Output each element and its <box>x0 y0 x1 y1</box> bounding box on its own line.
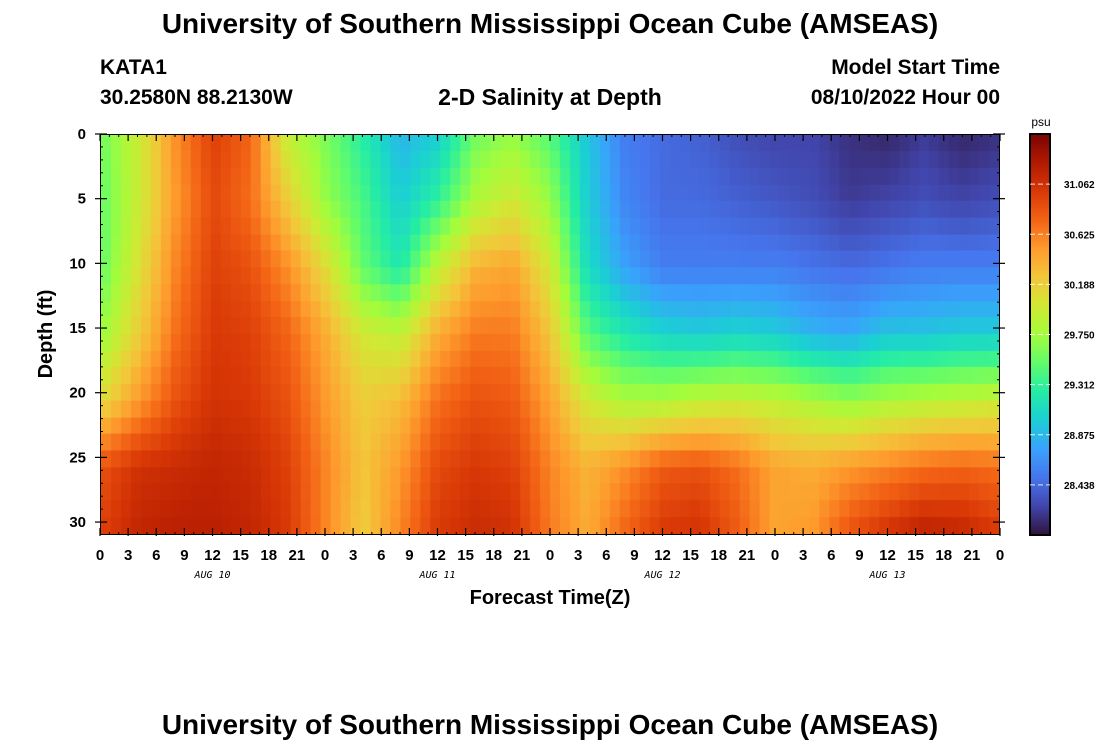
x-tick-label: 3 <box>349 547 357 564</box>
colorbar-tick-label: 28.438 <box>1064 481 1095 492</box>
x-tick-label: 15 <box>232 547 249 564</box>
footer-title: University of Southern Mississippi Ocean… <box>161 709 939 740</box>
colorbar: 31.062 30.625 30.188 29.750 29.312 28.875 28.4… <box>1029 133 1095 536</box>
x-tick-label: 9 <box>630 547 638 564</box>
colorbar-tick-label: 29.750 <box>1064 331 1095 342</box>
x-tick-label: 18 <box>260 547 277 564</box>
colorbar-tick-label: 29.312 <box>1064 381 1095 392</box>
x-tick-label: 18 <box>710 547 727 564</box>
model-start-label: Model Start Time <box>831 56 1000 79</box>
x-tick-label: 15 <box>907 547 924 564</box>
x-tick-label: 0 <box>546 547 554 564</box>
x-tick-label: 0 <box>771 547 779 564</box>
day-label: AUG 10 <box>193 570 230 581</box>
y-tick-label: 15 <box>69 320 86 337</box>
colorbar-tick-label: 30.188 <box>1064 280 1095 291</box>
colorbar-tick-label: 31.062 <box>1064 180 1095 191</box>
y-tick-label: 25 <box>69 449 86 466</box>
x-tick-label: 18 <box>935 547 952 564</box>
x-tick-label: 0 <box>996 547 1004 564</box>
x-tick-label: 0 <box>321 547 329 564</box>
x-tick-label: 9 <box>855 547 863 564</box>
x-tick-label: 9 <box>405 547 413 564</box>
y-axis-label: Depth (ft) <box>35 290 57 379</box>
x-tick-label: 21 <box>964 547 981 564</box>
chart-subtitle: 2-D Salinity at Depth <box>438 84 662 110</box>
x-tick-label: 12 <box>654 547 671 564</box>
colorbar-tick-label: 28.875 <box>1064 431 1095 442</box>
x-tick-label: 21 <box>739 547 756 564</box>
x-axis: 0 3 6 9 12 15 18 21 0 3 6 9 12 15 18 21 0 3 6 9 12 15 18 21 0 3 6 9… <box>96 134 1004 581</box>
x-tick-label: 12 <box>204 547 221 564</box>
x-tick-label: 3 <box>574 547 582 564</box>
day-label: AUG 11 <box>418 570 455 581</box>
station-id: KATA1 <box>100 56 167 79</box>
x-tick-label: 0 <box>96 547 104 564</box>
y-tick-label: 5 <box>78 191 86 208</box>
x-tick-label: 12 <box>879 547 896 564</box>
x-tick-label: 21 <box>289 547 306 564</box>
x-tick-label: 3 <box>799 547 807 564</box>
model-start-value: 08/10/2022 Hour 00 <box>810 86 1000 109</box>
x-tick-label: 15 <box>457 547 474 564</box>
y-tick-label: 20 <box>69 385 86 402</box>
day-label: AUG 12 <box>643 570 680 581</box>
y-tick-label: 0 <box>78 126 86 143</box>
x-tick-label: 6 <box>602 547 610 564</box>
x-tick-label: 15 <box>682 547 699 564</box>
y-axis: 0 5 10 15 20 25 30 <box>69 126 1005 531</box>
x-tick-label: 18 <box>485 547 502 564</box>
day-label: AUG 13 <box>868 570 905 581</box>
colorbar-unit-label: psu <box>1031 115 1050 129</box>
x-axis-label: Forecast Time(Z) <box>470 587 631 609</box>
station-coords: 30.2580N 88.2130W <box>100 86 293 109</box>
page-title: University of Southern Mississippi Ocean… <box>161 8 939 39</box>
salinity-heatmap-plot <box>100 134 1000 535</box>
x-tick-label: 6 <box>152 547 160 564</box>
x-tick-label: 6 <box>827 547 835 564</box>
x-tick-label: 3 <box>124 547 132 564</box>
colorbar-tick-label: 30.625 <box>1064 230 1095 241</box>
y-tick-label: 30 <box>69 514 86 531</box>
x-tick-label: 12 <box>429 547 446 564</box>
x-tick-label: 6 <box>377 547 385 564</box>
salinity-heatmap <box>101 135 999 534</box>
x-tick-label: 9 <box>180 547 188 564</box>
x-tick-label: 21 <box>514 547 531 564</box>
y-tick-label: 10 <box>69 255 86 272</box>
